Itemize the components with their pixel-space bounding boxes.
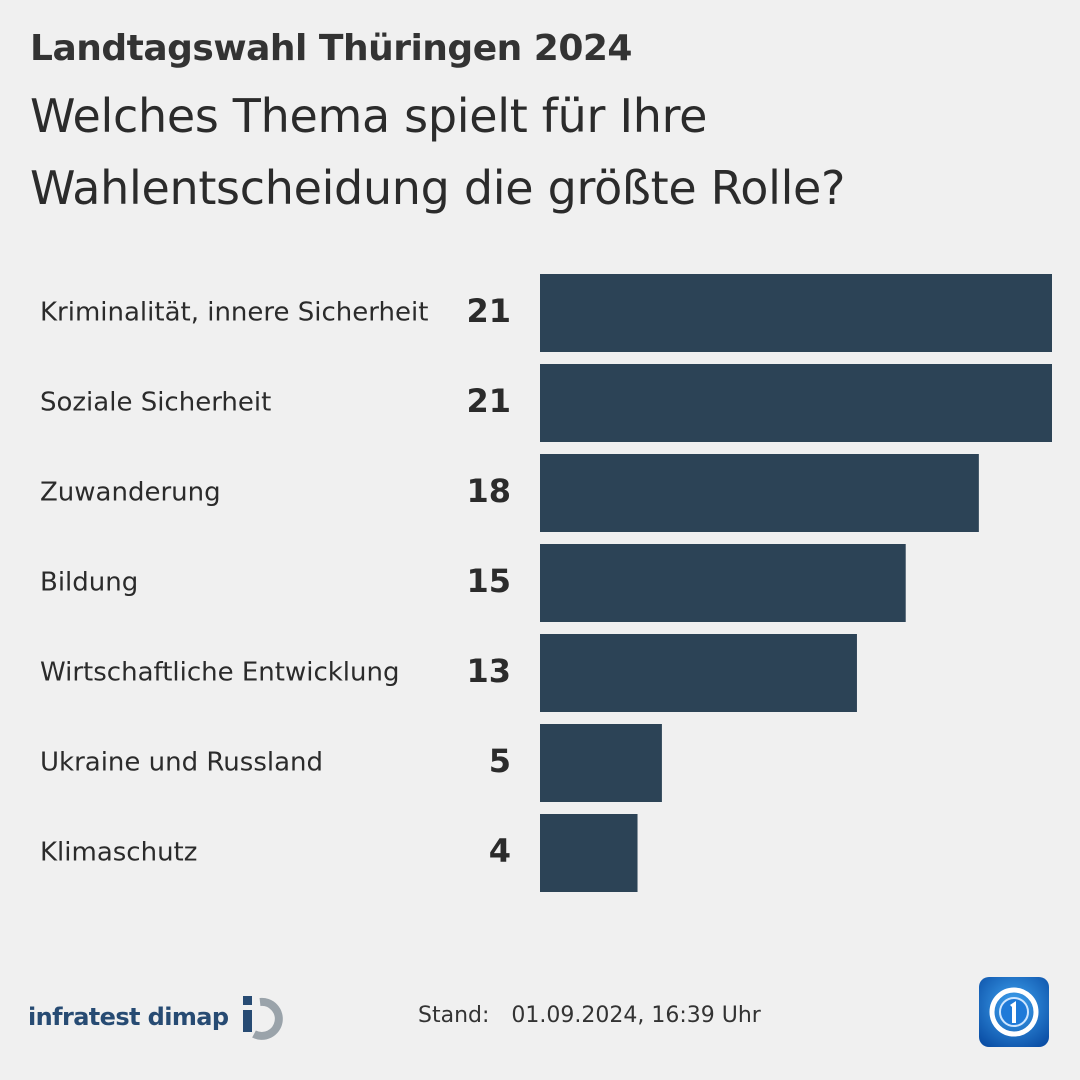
headline-line-2: Wahlentscheidung die größte Rolle? — [30, 161, 846, 215]
bar — [540, 274, 1052, 352]
category-label: Klimaschutz — [40, 838, 197, 868]
chart-header: Landtagswahl Thüringen 2024 Welches Them… — [30, 22, 1050, 224]
source-logo-text: infratest dimap — [28, 1003, 229, 1031]
headline-line-1: Welches Thema spielt für Ihre — [30, 89, 708, 143]
bar — [540, 724, 662, 802]
source-logo: infratest dimap — [28, 994, 288, 1040]
value-label: 4 — [489, 832, 511, 870]
timestamp: Stand: 01.09.2024, 16:39 Uhr — [418, 1003, 761, 1028]
bar — [540, 544, 906, 622]
category-label: Kriminalität, innere Sicherheit — [40, 298, 428, 328]
chart-headline: Welches Thema spielt für Ihre Wahlentsch… — [30, 80, 1050, 224]
infratest-mark-icon — [243, 996, 284, 1040]
category-label: Bildung — [40, 568, 138, 598]
value-label: 13 — [466, 652, 511, 690]
bar — [540, 634, 857, 712]
value-label: 18 — [466, 472, 511, 510]
bar — [540, 364, 1052, 442]
value-label: 21 — [466, 382, 511, 420]
timestamp-value: 01.09.2024, 16:39 Uhr — [511, 1003, 761, 1028]
timestamp-label: Stand: — [418, 1003, 490, 1028]
value-label: 15 — [466, 562, 511, 600]
value-label: 5 — [489, 742, 511, 780]
tagesschau-one-icon — [979, 977, 1049, 1047]
bar — [540, 814, 638, 892]
category-label: Wirtschaftliche Entwicklung — [40, 658, 400, 688]
value-label: 21 — [466, 292, 511, 330]
bar — [540, 454, 979, 532]
category-label: Ukraine und Russland — [40, 748, 323, 778]
category-label: Soziale Sicherheit — [40, 388, 271, 418]
chart-kicker: Landtagswahl Thüringen 2024 — [30, 28, 632, 69]
category-label: Zuwanderung — [40, 478, 221, 508]
